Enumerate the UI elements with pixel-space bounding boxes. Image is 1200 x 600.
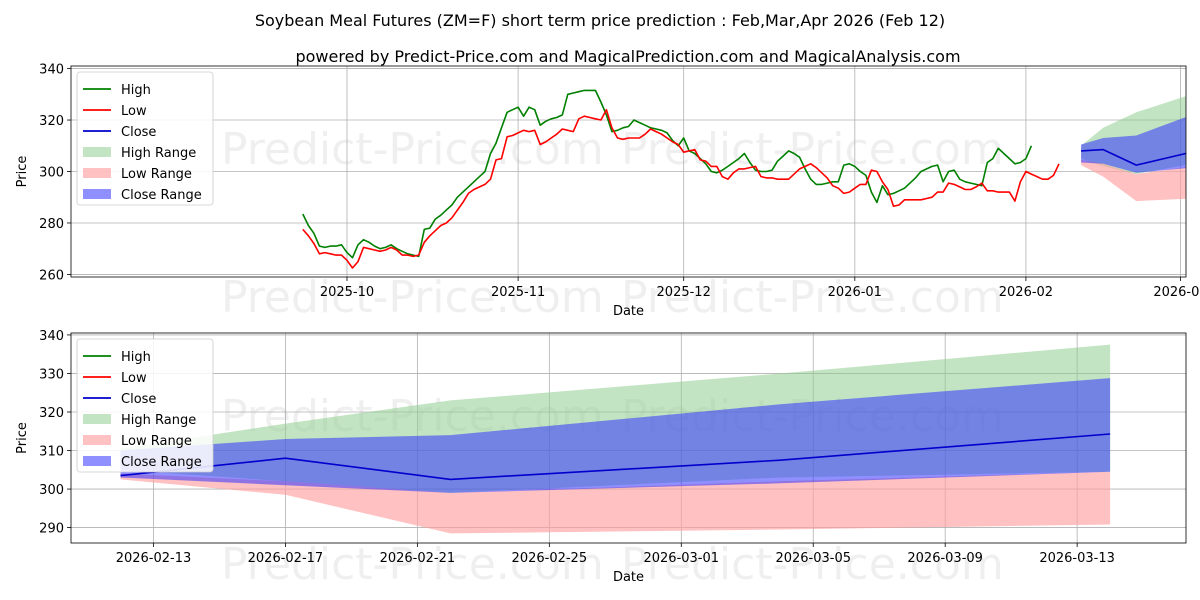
legend-low-label: Low [121,104,147,119]
legend-low-range-label: Low Range [121,434,192,449]
x-axis-label: Date [613,304,644,319]
y-tick-label: 260 [39,268,64,283]
legend-high-range-label: High Range [121,146,196,161]
plot-series [302,89,1186,269]
legend-close-label: Close [121,125,156,140]
legend-high-range-swatch [83,414,111,424]
chart-subtitle: powered by Predict-Price.com and Magical… [295,47,960,66]
watermark: Predict-Price.com [621,539,1004,590]
low-range-band [1081,159,1186,202]
legend: High Low Close High Range Low Range Close Ran… [76,71,214,206]
x-tick-label: 2025-10 [320,285,374,300]
y-tick-label: 300 [39,166,64,181]
y-tick-label: 330 [39,367,64,382]
x-tick-label: 2026-02-21 [380,551,456,566]
history-chart-panel: Predict-Price.com Predict-Price.com Predic… [15,63,1200,323]
legend-low-range-swatch [83,168,111,178]
y-tick-label: 320 [39,406,64,421]
x-tick-label: 2026-02-25 [512,551,588,566]
chart-title: Soybean Meal Futures (ZM=F) short term p… [255,11,945,30]
legend-close-label: Close [121,392,156,407]
legend-close-range-swatch [83,189,111,199]
y-axis-label: Price [15,156,30,188]
y-tick-label: 280 [39,217,64,232]
close-range-band [120,378,1111,493]
watermark: Predict-Price.com [621,124,1004,175]
x-tick-label: 2026-03-09 [907,551,983,566]
y-tick-label: 340 [39,329,64,344]
x-tick-label: 2026-02-17 [248,551,324,566]
plot-frame [70,332,1187,544]
legend-high-label: High [121,350,151,365]
x-tick-label: 2026-01 [828,285,882,300]
legend-low-range-label: Low Range [121,167,192,182]
plot-series [120,344,1111,534]
low-price-line [302,108,1060,269]
y-tick-label: 300 [39,483,64,498]
legend-low-label: Low [121,371,147,386]
legend-close-range-label: Close Range [121,455,202,470]
legend-high-range-swatch [83,147,111,157]
x-tick-label: 2026-02-13 [116,551,192,566]
watermark: Predict-Price.com [221,539,604,590]
watermark: Predict-Price.com [621,272,1004,323]
x-tick-label: 2026-03 [1153,285,1200,300]
legend-low-range-swatch [83,435,111,445]
legend-close-range-label: Close Range [121,188,202,203]
y-axis-label: Price [15,422,30,454]
x-tick-label: 2026-03-01 [643,551,719,566]
watermark: Predict-Price.com [221,124,604,175]
high-price-line [302,89,1033,259]
x-tick-label: 2026-03-13 [1039,551,1115,566]
watermark: Predict-Price.com [221,272,604,323]
y-tick-label: 290 [39,522,64,537]
x-tick-label: 2025-11 [491,285,545,300]
x-tick-label: 2026-02 [999,285,1053,300]
y-tick-label: 310 [39,445,64,460]
x-tick-label: 2026-03-05 [775,551,851,566]
y-tick-label: 320 [39,114,64,129]
legend-close-range-swatch [83,456,111,466]
x-tick-label: 2025-12 [657,285,711,300]
close-forecast-line [120,433,1111,481]
x-axis-label: Date [613,570,644,585]
legend-high-label: High [121,83,151,98]
close-forecast-line [1081,148,1186,166]
forecast-chart-panel: Predict-Price.comPredict-Price.comPredic… [15,329,1187,590]
legend: High Low Close High Range Low Range Close Ran… [76,338,214,473]
y-tick-label: 340 [39,63,64,78]
legend-high-range-label: High Range [121,413,196,428]
plot-frame [70,65,1187,278]
